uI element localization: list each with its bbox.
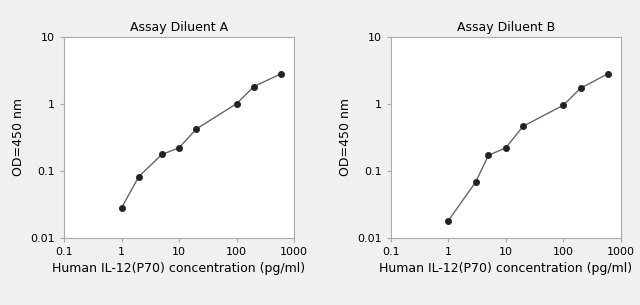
X-axis label: Human IL-12(P70) concentration (pg/ml): Human IL-12(P70) concentration (pg/ml)	[379, 263, 632, 275]
Y-axis label: OD=450 nm: OD=450 nm	[339, 98, 351, 176]
Title: Assay Diluent A: Assay Diluent A	[130, 21, 228, 34]
Title: Assay Diluent B: Assay Diluent B	[456, 21, 555, 34]
X-axis label: Human IL-12(P70) concentration (pg/ml): Human IL-12(P70) concentration (pg/ml)	[52, 263, 306, 275]
Y-axis label: OD=450 nm: OD=450 nm	[12, 98, 25, 176]
